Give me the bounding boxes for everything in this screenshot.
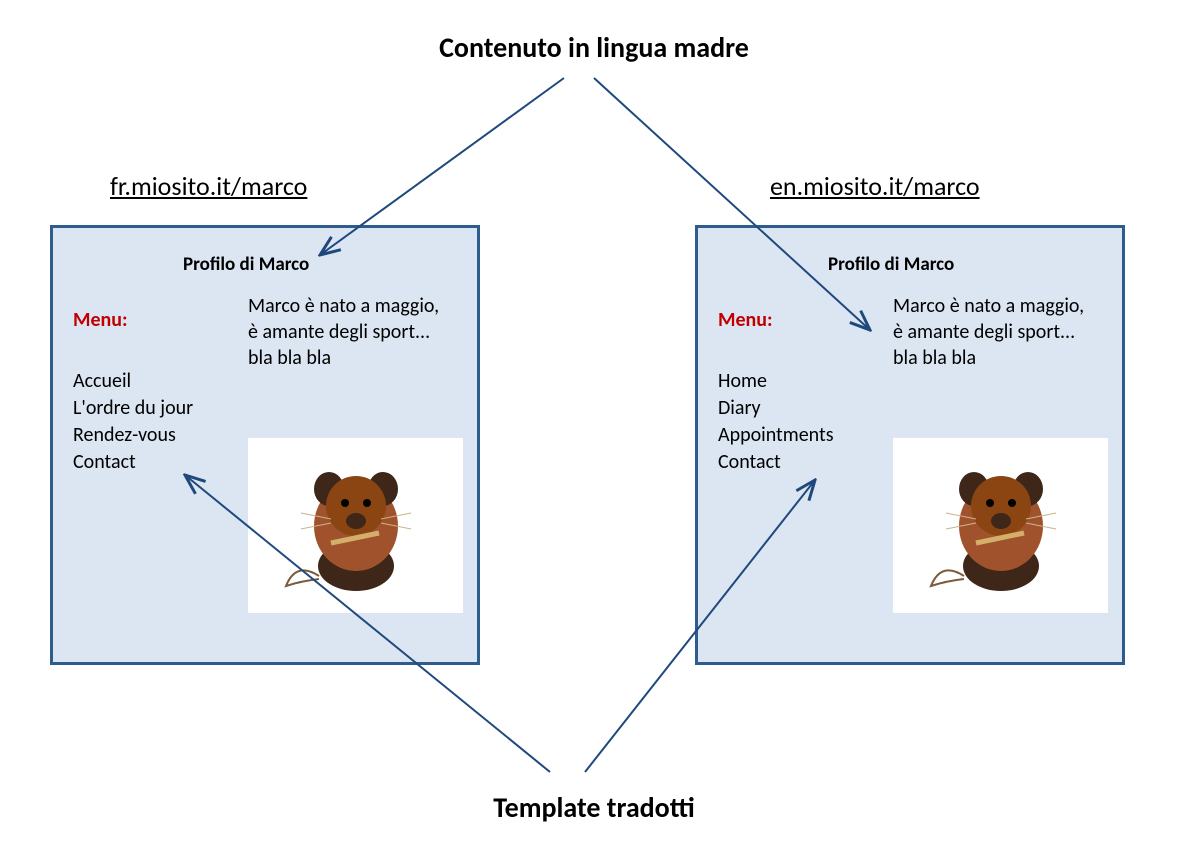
menu-item: L'ordre du jour — [73, 395, 193, 422]
panel-left: Profilo di Marco Menu: Accueil L'ordre d… — [50, 225, 480, 665]
menu-item: Diary — [718, 395, 834, 422]
content-line: è amante degli sport... — [893, 319, 1113, 345]
url-right: en.miosito.it/marco — [770, 170, 980, 202]
content-line: bla bla bla — [893, 345, 1113, 371]
menu-item: Home — [718, 368, 834, 395]
content-line: Marco è nato a maggio, — [248, 293, 468, 319]
menu-items-left: Accueil L'ordre du jour Rendez-vous Cont… — [73, 368, 193, 476]
content-text-left: Marco è nato a maggio, è amante degli sp… — [248, 293, 468, 371]
image-box-left — [248, 438, 463, 613]
menu-item: Contact — [718, 449, 834, 476]
menu-item: Accueil — [73, 368, 193, 395]
panel-right: Profilo di Marco Menu: Home Diary Appoin… — [695, 225, 1125, 665]
panel-left-title: Profilo di Marco — [183, 253, 309, 276]
menu-item: Appointments — [718, 422, 834, 449]
top-title: Contenuto in lingua madre — [0, 30, 1188, 65]
content-line: Marco è nato a maggio, — [893, 293, 1113, 319]
bottom-title: Template tradotti — [0, 790, 1188, 825]
menu-item: Rendez-vous — [73, 422, 193, 449]
content-text-right: Marco è nato a maggio, è amante degli sp… — [893, 293, 1113, 371]
mouse-plush-icon — [916, 451, 1086, 601]
menu-items-right: Home Diary Appointments Contact — [718, 368, 834, 476]
panel-right-title: Profilo di Marco — [828, 253, 954, 276]
menu-label-left: Menu: — [73, 308, 128, 332]
mouse-plush-icon — [271, 451, 441, 601]
menu-label-right: Menu: — [718, 308, 773, 332]
content-line: è amante degli sport... — [248, 319, 468, 345]
content-line: bla bla bla — [248, 345, 468, 371]
menu-item: Contact — [73, 449, 193, 476]
image-box-right — [893, 438, 1108, 613]
url-left: fr.miosito.it/marco — [110, 170, 307, 202]
